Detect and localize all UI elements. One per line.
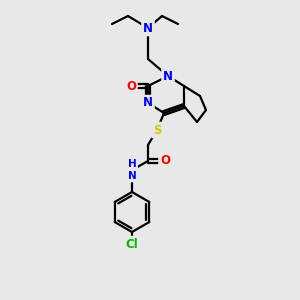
Text: O: O bbox=[126, 80, 136, 92]
Text: H
N: H N bbox=[128, 159, 136, 181]
Text: N: N bbox=[143, 22, 153, 34]
Text: N: N bbox=[143, 97, 153, 110]
Text: O: O bbox=[160, 154, 170, 167]
Text: N: N bbox=[163, 70, 173, 83]
Text: S: S bbox=[153, 124, 161, 136]
Text: Cl: Cl bbox=[126, 238, 138, 250]
